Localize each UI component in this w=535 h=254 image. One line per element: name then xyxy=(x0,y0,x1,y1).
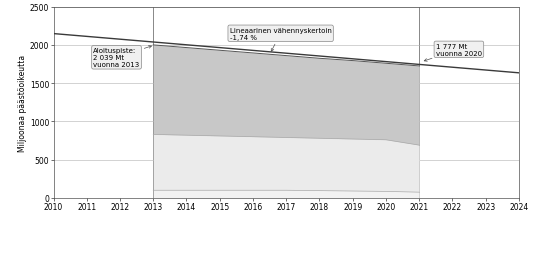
Y-axis label: Miljoonaa päästöoikeutta: Miljoonaa päästöoikeutta xyxy=(18,55,27,151)
Text: 1 777 Mt
vuonna 2020: 1 777 Mt vuonna 2020 xyxy=(424,44,482,62)
Text: Aloituspiste:
2 039 Mt
vuonna 2013: Aloituspiste: 2 039 Mt vuonna 2013 xyxy=(94,46,151,68)
Text: Lineaarinen vähennyskertoin
-1,74 %: Lineaarinen vähennyskertoin -1,74 % xyxy=(230,28,332,52)
